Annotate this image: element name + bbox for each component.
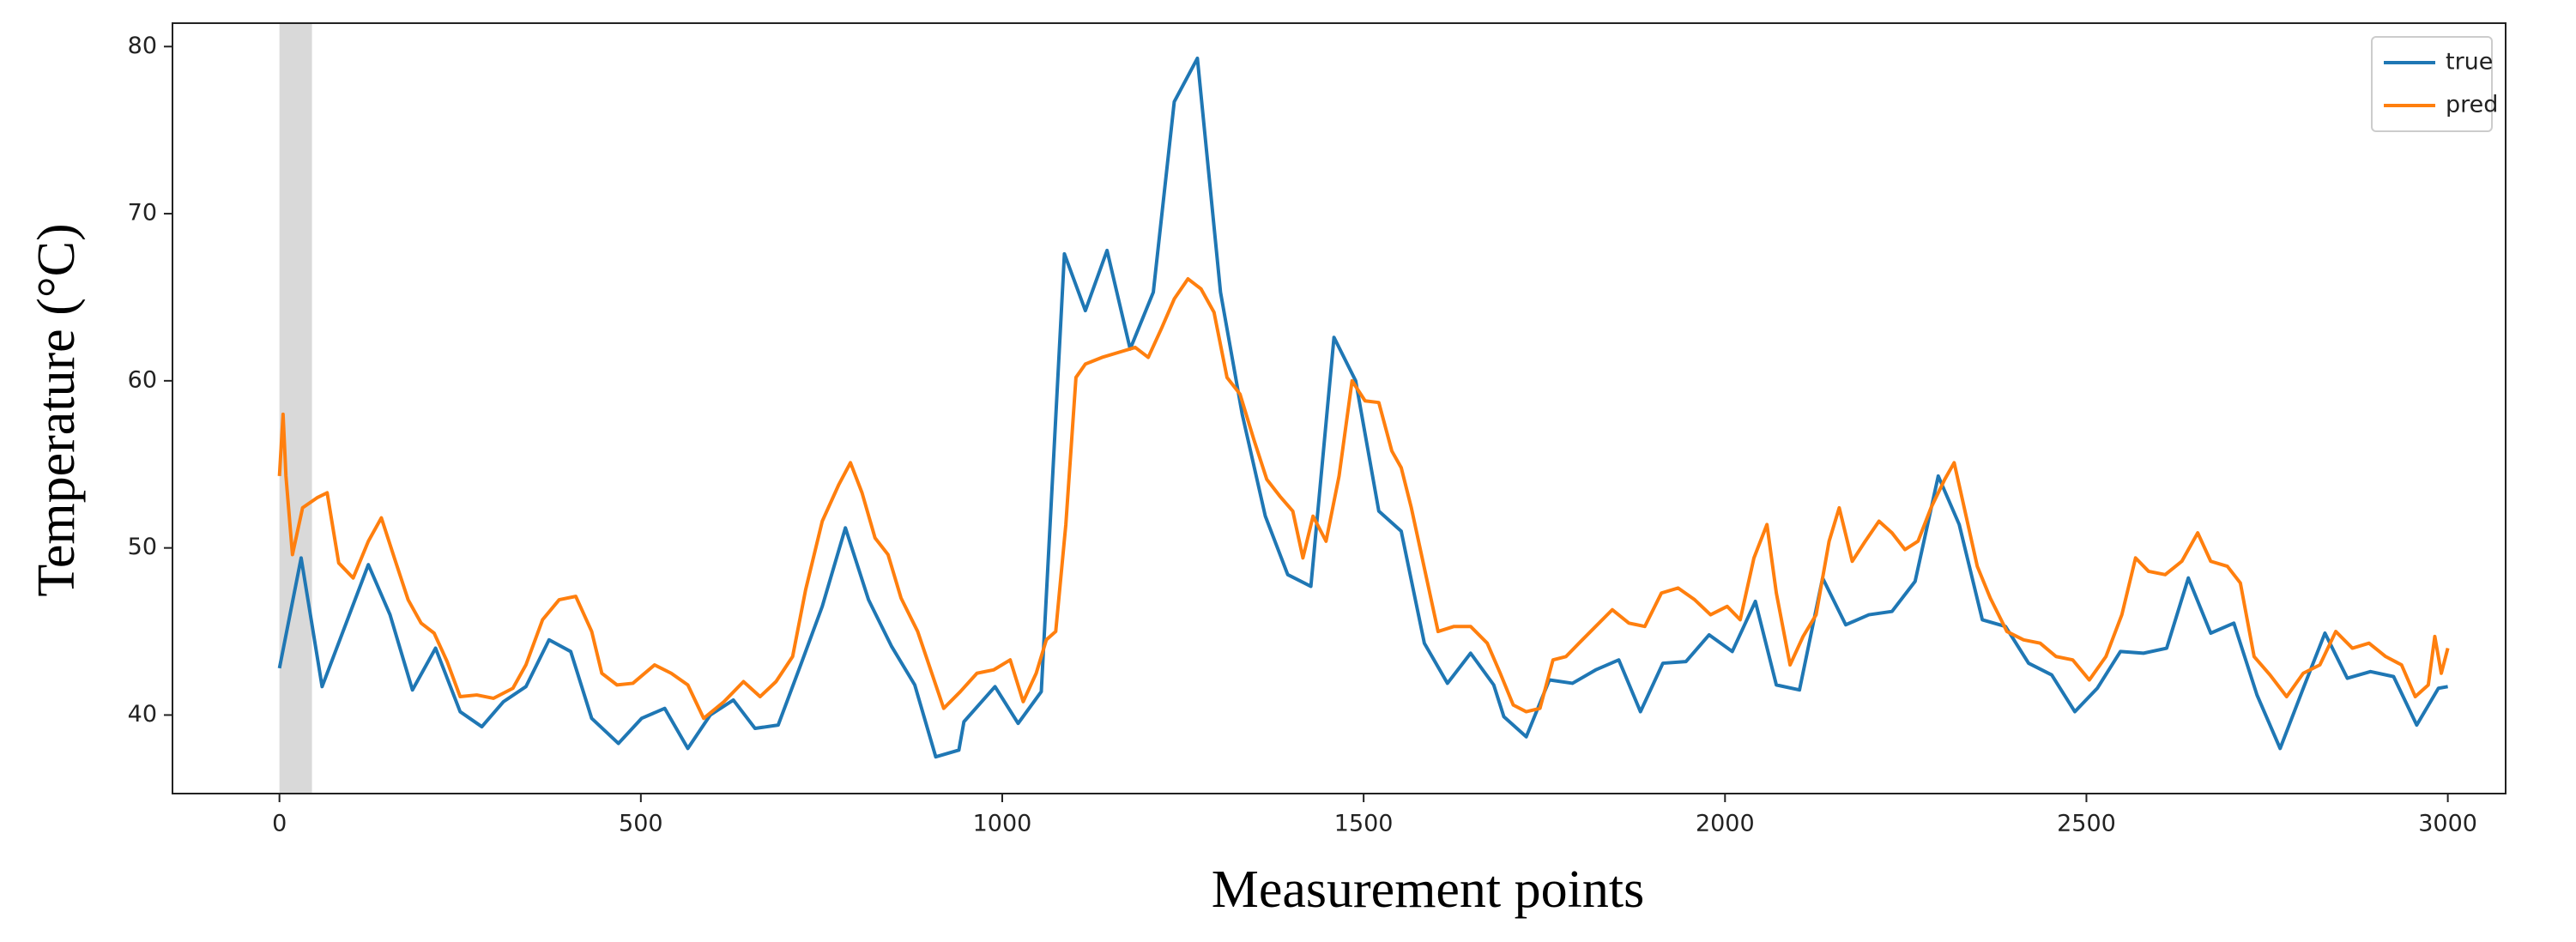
x-tick-label: 0 [272, 811, 287, 837]
series-line [277, 56, 2448, 759]
y-tick-label: 60 [128, 366, 157, 393]
plot-area [277, 23, 2450, 794]
x-tick-label: 2500 [2057, 811, 2116, 837]
y-tick-label: 70 [128, 200, 157, 226]
y-tick-label: 40 [128, 701, 157, 728]
x-tick-label: 2000 [1696, 811, 1755, 837]
x-tick-label: 500 [619, 811, 663, 837]
y-tick-label: 80 [128, 33, 157, 59]
y-tick-label: 50 [128, 534, 157, 560]
series-line [277, 277, 2450, 721]
legend-label: true [2446, 49, 2493, 75]
legend-label: pred [2446, 92, 2498, 118]
x-tick-label: 1000 [973, 811, 1032, 837]
x-tick-label: 3000 [2418, 811, 2477, 837]
y-axis-label: Temperature (°C) [27, 223, 86, 596]
shaded-span [279, 23, 312, 794]
x-tick-label: 1500 [1334, 811, 1394, 837]
legend-box [2371, 36, 2493, 132]
axes-frame [172, 22, 2506, 794]
x-axis-label: Measurement points [1212, 860, 1645, 919]
